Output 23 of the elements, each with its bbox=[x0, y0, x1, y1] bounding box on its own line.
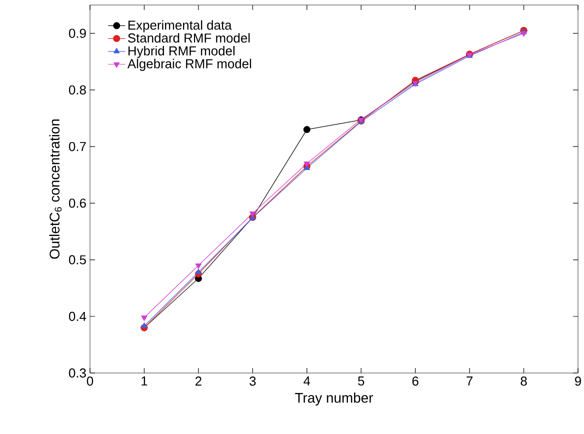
legend-label: Hybrid RMF model bbox=[128, 46, 234, 58]
y-tick-label: 0.7 bbox=[68, 142, 86, 152]
y-tick-label: 0.3 bbox=[68, 368, 86, 378]
x-tick-label: 3 bbox=[250, 376, 256, 386]
x-tick-label: 6 bbox=[412, 376, 418, 386]
y-tick-label: 0.6 bbox=[68, 198, 86, 208]
x-tick-label: 9 bbox=[575, 376, 581, 386]
x-tick-label: 1 bbox=[142, 376, 148, 386]
y-axis-title: OutletC$_{6}$ concentration bbox=[49, 119, 62, 259]
x-tick-label: 2 bbox=[196, 376, 202, 386]
x-tick-label: 7 bbox=[466, 376, 472, 386]
legend-label: Algebraic RMF model bbox=[127, 58, 252, 71]
y-tick-label: 0.9 bbox=[68, 28, 86, 38]
y-tick-label: 0.8 bbox=[68, 85, 86, 95]
x-tick-label: 0 bbox=[86, 376, 94, 386]
y-tick-label: 0.5 bbox=[68, 255, 86, 264]
x-tick-label: 8 bbox=[520, 376, 527, 386]
legend-label: Standard RMF model bbox=[128, 33, 250, 43]
x-tick-label: 4 bbox=[304, 376, 310, 386]
legend-label: Experimental data bbox=[128, 20, 232, 32]
y-tick-label: 0.4 bbox=[68, 312, 86, 321]
x-tick-label: 5 bbox=[358, 376, 364, 386]
x-axis-title: Tray number bbox=[295, 392, 374, 406]
